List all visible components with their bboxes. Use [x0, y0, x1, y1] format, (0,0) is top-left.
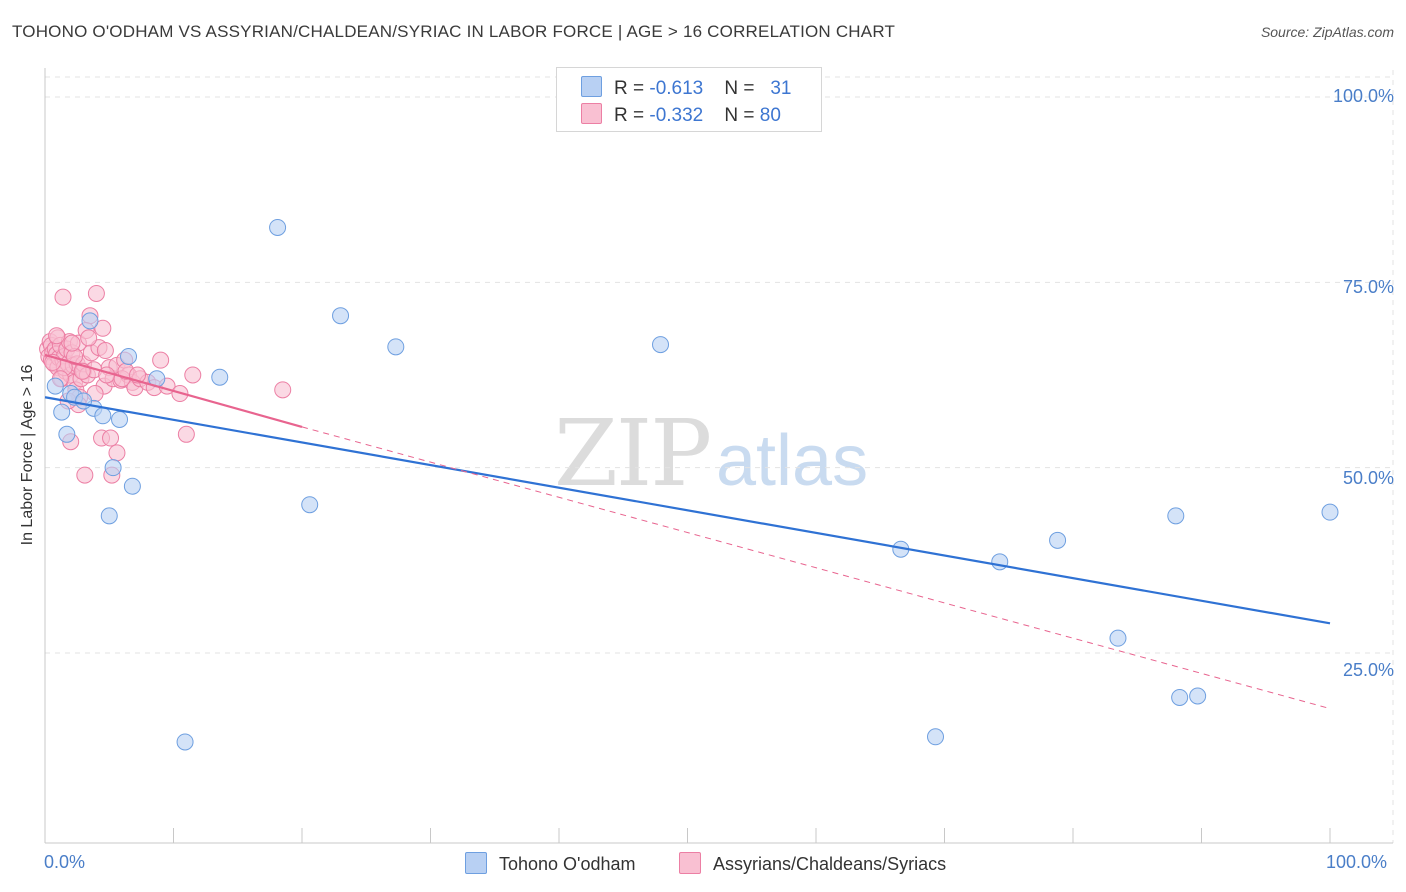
source-label: Source: ZipAtlas.com [1260, 24, 1394, 40]
bottom-legend-swatch-pink [679, 852, 701, 874]
pink-point-55 [177, 425, 195, 443]
pink-point-69 [98, 366, 116, 384]
blue-point-9 [104, 459, 122, 477]
legend-swatch-pink [581, 103, 602, 124]
legend-r-value: -0.332 [649, 105, 704, 126]
y-tick-label-75: 75.0% [1342, 277, 1394, 297]
pink-point-66 [48, 327, 66, 345]
blue-point-29 [1321, 503, 1339, 521]
bottom-legend-label: Tohono O'odham [499, 854, 636, 874]
legend-n-label: N = [724, 105, 760, 126]
pink-point-56 [184, 366, 202, 384]
pink-point-31 [87, 284, 105, 302]
blue-point-17 [301, 496, 319, 514]
blue-point-8 [100, 507, 118, 525]
blue-point-0 [46, 377, 64, 395]
blue-point-27 [1171, 688, 1189, 706]
bottom-legend-swatch-blue [465, 852, 487, 874]
correlation-legend: R = -0.613 N = 31 R = -0.332 N = 80 [556, 67, 822, 132]
blue-point-18 [332, 307, 350, 325]
blue-point-26 [1167, 507, 1185, 525]
blue-point-14 [176, 733, 194, 751]
blue-point-16 [269, 218, 287, 236]
legend-n-label: N = [724, 78, 760, 99]
blue-point-24 [1049, 531, 1067, 549]
chart-title: TOHONO O'ODHAM VS ASSYRIAN/CHALDEAN/SYRI… [12, 22, 896, 41]
blue-point-7 [94, 407, 112, 425]
blue-point-19 [387, 338, 405, 356]
legend-n-value: 31 [770, 78, 792, 99]
watermark-atlas: atlas [716, 421, 869, 501]
blue-point-5 [81, 312, 99, 330]
pink-point-59 [76, 466, 94, 484]
blue-point-11 [120, 347, 138, 365]
legend-row-tohono: R = -0.613 N = 31 [581, 76, 791, 100]
pink-point-30 [54, 288, 72, 306]
legend-row-assyrian: R = -0.332 N = 80 [581, 103, 781, 127]
blue-point-1 [53, 403, 71, 421]
blue-point-15 [211, 368, 229, 386]
blue-point-28 [1189, 687, 1207, 705]
x-tick-label-0: 0.0% [44, 852, 86, 872]
legend-r-value: -0.613 [649, 78, 704, 99]
y-tick-label-25: 25.0% [1342, 660, 1394, 680]
y-tick-label-50: 50.0% [1342, 468, 1394, 488]
pink-point-34 [94, 319, 112, 337]
pink-point-57 [274, 381, 292, 399]
blue-point-2 [58, 425, 76, 443]
pink-point-62 [102, 429, 120, 447]
blue-point-23 [991, 553, 1009, 571]
blue-point-30 [75, 392, 93, 410]
legend-n-value: 80 [759, 105, 781, 126]
legend-r-label: R = [614, 78, 650, 99]
blue-point-12 [123, 477, 141, 495]
pink-point-72 [96, 342, 114, 360]
x-tick-label-100: 100.0% [1326, 852, 1388, 872]
pink-point-61 [108, 444, 126, 462]
blue-point-10 [111, 410, 129, 428]
bottom-legend-assyrian: Assyrians/Chaldeans/Syriacs [679, 852, 946, 875]
y-axis-label: In Labor Force | Age > 16 [19, 364, 36, 546]
pink-point-79 [63, 334, 81, 352]
bottom-legend-tohono: Tohono O'odham [465, 852, 636, 875]
legend-r-label: R = [614, 105, 650, 126]
pink-point-71 [80, 329, 98, 347]
pink-trend-line [44, 353, 303, 428]
pink-trend-extension [301, 426, 1331, 710]
blue-point-25 [1109, 629, 1127, 647]
watermark-zip: ZIP [554, 400, 712, 507]
blue-trend-line [44, 396, 1331, 625]
y-tick-label-100: 100.0% [1332, 86, 1394, 106]
blue-point-22 [927, 728, 945, 746]
pink-point-52 [152, 351, 170, 369]
legend-swatch-blue [581, 76, 602, 97]
bottom-legend-label: Assyrians/Chaldeans/Syriacs [713, 854, 947, 874]
blue-point-20 [652, 336, 670, 354]
